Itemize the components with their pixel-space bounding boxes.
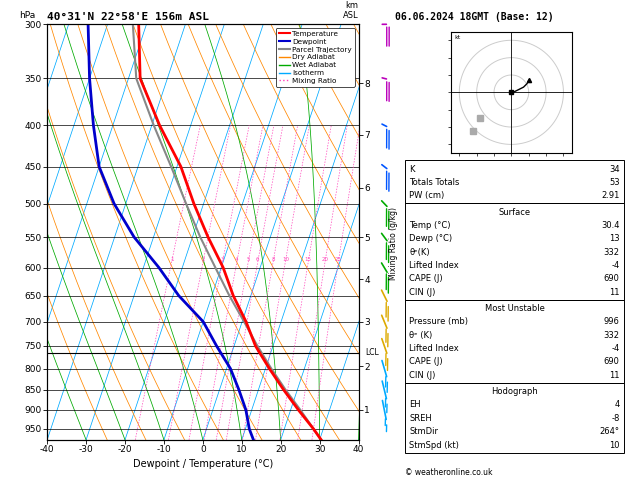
Text: Hodograph: Hodograph <box>491 387 538 396</box>
Text: -8: -8 <box>611 414 620 423</box>
Text: 10: 10 <box>609 440 620 450</box>
Text: 1: 1 <box>170 257 174 261</box>
Text: StmSpd (kt): StmSpd (kt) <box>409 440 459 450</box>
Text: hPa: hPa <box>19 11 35 20</box>
X-axis label: Dewpoint / Temperature (°C): Dewpoint / Temperature (°C) <box>133 459 273 469</box>
Text: 34: 34 <box>609 164 620 174</box>
Text: Dewp (°C): Dewp (°C) <box>409 234 453 243</box>
Text: 4: 4 <box>235 257 238 261</box>
Text: θᵉ (K): θᵉ (K) <box>409 330 433 340</box>
Text: 13: 13 <box>609 234 620 243</box>
Text: 2: 2 <box>201 257 205 261</box>
Text: CAPE (J): CAPE (J) <box>409 357 443 366</box>
Text: 25: 25 <box>335 257 342 261</box>
Text: 4: 4 <box>615 400 620 410</box>
Legend: Temperature, Dewpoint, Parcel Trajectory, Dry Adiabat, Wet Adiabat, Isotherm, Mi: Temperature, Dewpoint, Parcel Trajectory… <box>276 28 355 87</box>
Text: 2.91: 2.91 <box>601 191 620 200</box>
Text: 264°: 264° <box>599 427 620 436</box>
Text: 53: 53 <box>609 178 620 187</box>
Text: θᵉ(K): θᵉ(K) <box>409 247 430 257</box>
Text: StmDir: StmDir <box>409 427 438 436</box>
Text: PW (cm): PW (cm) <box>409 191 445 200</box>
Text: 332: 332 <box>604 247 620 257</box>
Text: 10: 10 <box>282 257 289 261</box>
Text: 690: 690 <box>604 357 620 366</box>
Text: © weatheronline.co.uk: © weatheronline.co.uk <box>405 468 493 477</box>
Text: -4: -4 <box>611 261 620 270</box>
Text: LCL: LCL <box>365 348 379 357</box>
Text: SREH: SREH <box>409 414 432 423</box>
Text: CAPE (J): CAPE (J) <box>409 274 443 283</box>
Text: 11: 11 <box>609 371 620 380</box>
Text: 15: 15 <box>305 257 312 261</box>
Text: 3: 3 <box>221 257 225 261</box>
Text: Temp (°C): Temp (°C) <box>409 221 451 230</box>
Text: 332: 332 <box>604 330 620 340</box>
Text: CIN (J): CIN (J) <box>409 288 436 297</box>
Text: Lifted Index: Lifted Index <box>409 261 459 270</box>
Text: 996: 996 <box>604 317 620 327</box>
Text: Most Unstable: Most Unstable <box>484 304 545 313</box>
Text: 40°31'N 22°58'E 156m ASL: 40°31'N 22°58'E 156m ASL <box>47 12 209 22</box>
Text: Mixing Ratio (g/kg): Mixing Ratio (g/kg) <box>389 207 398 279</box>
Text: 06.06.2024 18GMT (Base: 12): 06.06.2024 18GMT (Base: 12) <box>395 12 554 22</box>
Text: km
ASL: km ASL <box>343 1 359 20</box>
Text: 5: 5 <box>247 257 250 261</box>
Text: Lifted Index: Lifted Index <box>409 344 459 353</box>
Text: Totals Totals: Totals Totals <box>409 178 460 187</box>
Text: 6: 6 <box>256 257 260 261</box>
Text: K: K <box>409 164 415 174</box>
Text: 11: 11 <box>609 288 620 297</box>
Text: kt: kt <box>454 35 460 39</box>
Text: 8: 8 <box>271 257 275 261</box>
Text: 30.4: 30.4 <box>601 221 620 230</box>
Text: 20: 20 <box>321 257 328 261</box>
Text: -4: -4 <box>611 344 620 353</box>
Text: Pressure (mb): Pressure (mb) <box>409 317 469 327</box>
Text: Surface: Surface <box>498 208 531 217</box>
Text: CIN (J): CIN (J) <box>409 371 436 380</box>
Text: 690: 690 <box>604 274 620 283</box>
Text: EH: EH <box>409 400 421 410</box>
